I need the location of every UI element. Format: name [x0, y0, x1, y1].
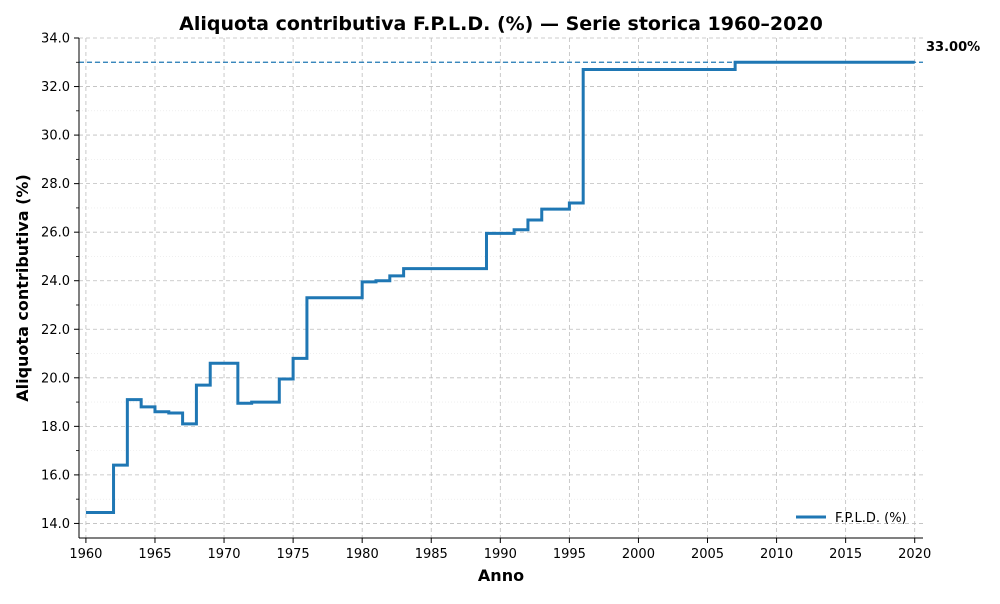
grid: [79, 37, 923, 538]
y-tick-label: 18.0: [41, 420, 70, 435]
chart-title: Aliquota contributiva F.P.L.D. (%) — Ser…: [179, 13, 823, 35]
x-tick-label: 1965: [138, 547, 171, 562]
x-tick-label: 1975: [277, 547, 310, 562]
series-line: [85, 60, 915, 515]
reference-line-label: 33.00%: [926, 40, 980, 55]
x-tick-label: 2010: [760, 547, 793, 562]
y-tick-label: 34.0: [41, 32, 70, 47]
y-tick-label: 26.0: [41, 226, 70, 241]
x-tick-label: 2000: [622, 547, 655, 562]
y-tick-label: 20.0: [41, 371, 70, 386]
y-tick-label: 16.0: [41, 468, 70, 483]
y-ticks: 14.0 16.0 18.0 20.0 22.0 24.0 26.0 28.0 30.0 32.0…: [41, 32, 79, 532]
y-tick-label: 28.0: [41, 177, 70, 192]
x-tick-label: 2005: [691, 547, 724, 562]
x-tick-label: 1985: [415, 547, 448, 562]
x-tick-label: 1995: [553, 547, 586, 562]
x-tick-label: 2020: [898, 547, 931, 562]
y-tick-label: 14.0: [41, 517, 70, 532]
y-axis-title: Aliquota contributiva (%): [13, 174, 32, 402]
x-tick-label: 1970: [207, 547, 240, 562]
legend: F.P.L.D. (%): [796, 511, 907, 526]
y-tick-label: 32.0: [41, 80, 70, 95]
axes: [78, 38, 923, 539]
y-tick-label: 22.0: [41, 323, 70, 338]
x-axis-title: Anno: [478, 566, 524, 585]
y-tick-label: 24.0: [41, 274, 70, 289]
legend-label: F.P.L.D. (%): [835, 511, 907, 526]
x-ticks: 1960 1965 1970 1975 1980 1985 1990 1995 2000 2005…: [69, 538, 931, 562]
y-tick-label: 30.0: [41, 129, 70, 144]
x-tick-label: 1990: [484, 547, 517, 562]
series-layer: [79, 60, 923, 515]
x-tick-label: 2015: [829, 547, 862, 562]
x-tick-label: 1960: [69, 547, 102, 562]
x-tick-label: 1980: [346, 547, 379, 562]
